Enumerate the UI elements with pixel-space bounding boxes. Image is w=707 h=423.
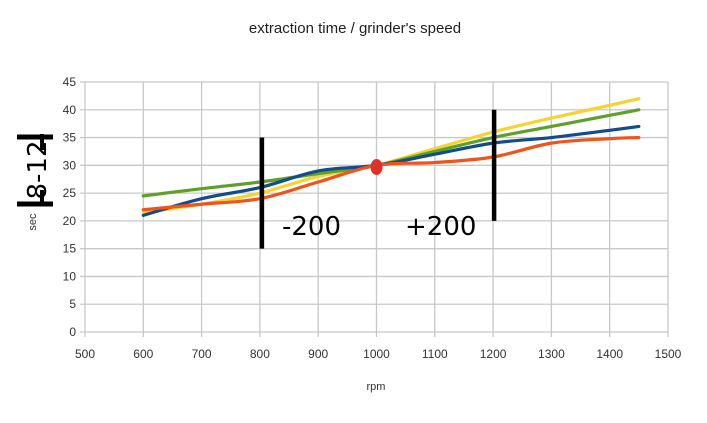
x-tick-label: 1300 bbox=[538, 347, 565, 361]
y-tick-label: 40 bbox=[63, 103, 77, 117]
reference-point-marker bbox=[370, 159, 383, 175]
series-line-green bbox=[141, 108, 641, 198]
chart-title: extraction time / grinder's speed bbox=[249, 20, 461, 37]
x-tick-label: 1500 bbox=[655, 347, 682, 361]
y-tick-label: 20 bbox=[63, 214, 77, 228]
x-tick-label: 700 bbox=[192, 347, 212, 361]
x-axis-label: rpm bbox=[367, 381, 386, 393]
x-tick-label: 1200 bbox=[480, 347, 507, 361]
y-axis-label: sec bbox=[27, 213, 39, 231]
annotation-plus-200: +200 bbox=[405, 212, 476, 242]
x-tick-label: 600 bbox=[133, 347, 153, 361]
x-tick-label: 1000 bbox=[363, 347, 390, 361]
y-tick-label: 15 bbox=[63, 242, 77, 256]
x-tick-label: 500 bbox=[75, 347, 95, 361]
annotation-range-8-12: 8-12 bbox=[23, 140, 53, 199]
x-tick-label: 1100 bbox=[422, 347, 448, 361]
x-tick-label: 1400 bbox=[596, 347, 623, 361]
y-tick-label: 25 bbox=[63, 186, 77, 200]
series-line-red bbox=[141, 135, 641, 212]
y-tick-label: 35 bbox=[63, 131, 77, 145]
y-tick-label: 0 bbox=[69, 325, 76, 339]
annotation-minus-200: -200 bbox=[282, 212, 341, 242]
y-tick-label: 10 bbox=[63, 269, 77, 283]
x-tick-label: 900 bbox=[308, 347, 328, 361]
y-tick-label: 45 bbox=[63, 75, 77, 89]
y-tick-label: 30 bbox=[63, 158, 77, 172]
y-tick-label: 5 bbox=[69, 297, 76, 311]
series-line-blue bbox=[141, 124, 641, 217]
x-tick-label: 800 bbox=[250, 347, 270, 361]
